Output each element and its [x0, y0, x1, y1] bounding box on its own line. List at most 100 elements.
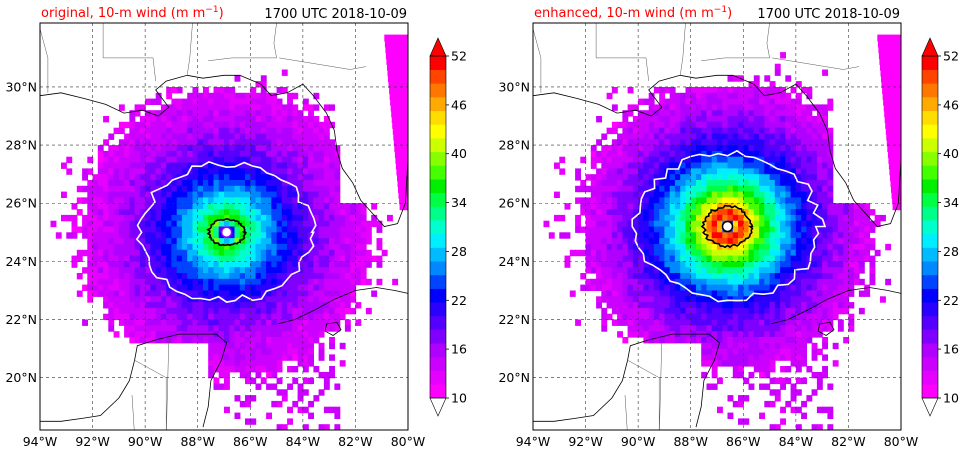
- wind-cell: [181, 261, 188, 268]
- wind-cell: [271, 156, 278, 164]
- wind-cell: [680, 180, 687, 187]
- wind-cell: [150, 296, 157, 303]
- wind-cell: [711, 214, 718, 222]
- wind-cell: [680, 232, 687, 239]
- wind-cell: [769, 389, 776, 396]
- wind-cell: [674, 319, 681, 326]
- wind-cell: [297, 133, 304, 140]
- wind-cell: [266, 296, 272, 303]
- wind-cell: [759, 150, 765, 158]
- wind-cell: [738, 400, 744, 408]
- wind-cell: [118, 226, 125, 233]
- wind-cell: [711, 191, 718, 198]
- wind-cell: [360, 226, 367, 233]
- wind-cell: [806, 110, 813, 117]
- wind-cell: [764, 296, 771, 303]
- wind-cell: [260, 75, 267, 82]
- wind-cell: [192, 168, 199, 175]
- wind-cell: [690, 139, 697, 146]
- wind-cell: [271, 203, 278, 210]
- wind-cell: [276, 377, 283, 385]
- wind-cell: [622, 261, 629, 268]
- wind-cell: [601, 133, 608, 140]
- wind-cell: [774, 116, 781, 123]
- wind-cell: [753, 92, 760, 100]
- wind-cell: [92, 180, 99, 187]
- wind-cell: [690, 209, 697, 216]
- wind-cell: [297, 331, 304, 338]
- wind-cell: [738, 337, 744, 344]
- wind-cell: [669, 180, 676, 187]
- wind-cell: [822, 185, 828, 193]
- wind-cell: [774, 273, 781, 280]
- wind-cell: [822, 273, 828, 280]
- wind-cell: [727, 75, 734, 82]
- wind-cell: [329, 145, 335, 152]
- wind-cell: [701, 110, 708, 117]
- wind-cell: [611, 162, 618, 169]
- wind-cell: [722, 296, 729, 303]
- wind-cell: [281, 313, 288, 321]
- wind-cell: [717, 139, 723, 146]
- wind-cell: [811, 249, 818, 257]
- wind-cell: [701, 302, 708, 309]
- colorbar-segment: [922, 384, 938, 399]
- wind-cell: [234, 278, 241, 286]
- wind-cell: [743, 354, 750, 361]
- wind-cell: [308, 214, 314, 222]
- wind-cell: [827, 168, 834, 175]
- wind-cell: [260, 366, 267, 373]
- wind-cell: [795, 185, 802, 193]
- wind-cell: [759, 302, 765, 309]
- wind-cell: [118, 302, 125, 309]
- wind-cell: [738, 110, 744, 117]
- wind-cell: [732, 156, 739, 164]
- wind-cell: [801, 226, 807, 233]
- wind-cell: [113, 226, 120, 233]
- map-frame: [39, 22, 409, 431]
- wind-cell: [187, 307, 194, 315]
- wind-cell: [323, 232, 330, 239]
- wind-cell: [617, 226, 623, 233]
- wind-cell: [785, 174, 792, 181]
- wind-cell: [203, 168, 209, 175]
- wind-cell: [827, 255, 834, 262]
- wind-cell: [659, 110, 666, 117]
- wind-cell: [245, 226, 251, 233]
- wind-cell: [139, 296, 146, 303]
- wind-cell: [234, 104, 241, 111]
- wind-cell: [260, 307, 267, 315]
- wind-cell: [627, 110, 634, 117]
- wind-cell: [795, 127, 802, 135]
- wind-cell: [118, 139, 125, 146]
- wind-cell: [832, 278, 839, 286]
- wind-cell: [759, 127, 765, 135]
- wind-cell: [795, 191, 802, 198]
- wind-cell: [806, 313, 813, 321]
- wind-cell: [706, 354, 713, 361]
- wind-cell: [376, 238, 383, 245]
- wind-cell: [297, 197, 304, 204]
- wind-cell: [864, 290, 871, 297]
- wind-cell: [801, 296, 807, 303]
- wind-cell: [732, 267, 739, 274]
- wind-cell: [853, 232, 860, 239]
- wind-cell: [606, 238, 613, 245]
- wind-cell: [780, 278, 786, 286]
- wind-cell: [575, 197, 581, 204]
- wind-cell: [155, 139, 162, 146]
- wind-cell: [822, 267, 828, 274]
- wind-cell: [308, 360, 314, 367]
- wind-cell: [795, 261, 802, 268]
- wind-cell: [297, 337, 304, 344]
- wind-cell: [696, 98, 702, 105]
- wind-cell: [250, 220, 257, 228]
- wind-cell: [601, 162, 608, 169]
- wind-cell: [780, 116, 786, 123]
- wind-cell: [276, 238, 283, 245]
- wind-cell: [255, 348, 262, 355]
- wind-cell: [276, 249, 283, 257]
- wind-cell: [696, 185, 702, 193]
- wind-cell: [606, 197, 613, 204]
- wind-cell: [674, 337, 681, 344]
